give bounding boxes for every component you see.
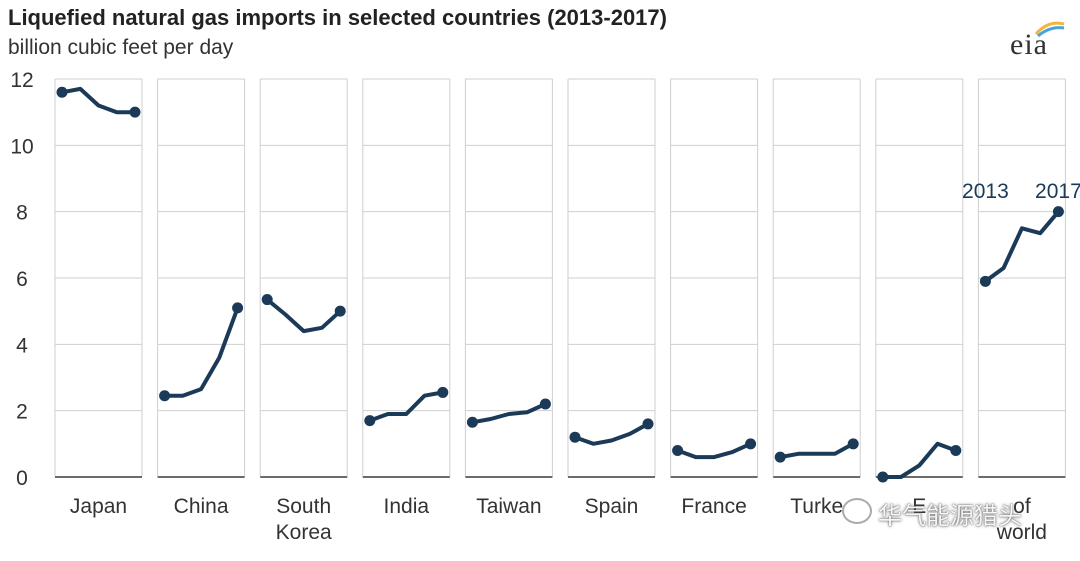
data-point-2-4 [334, 305, 346, 317]
data-point-5-4 [642, 418, 654, 430]
panel-label-7-0: Turke [790, 495, 843, 518]
data-point-1-4 [232, 302, 244, 314]
data-point-3-0 [364, 415, 376, 427]
data-point-8-4 [950, 444, 962, 456]
y-tick-label-1: 2 [16, 401, 28, 424]
panel-label-6-0: France [681, 495, 746, 518]
eia-logo: eia [1008, 18, 1068, 62]
data-point-6-4 [745, 438, 757, 450]
logo-arc-icon [1034, 21, 1065, 38]
series-line-0 [60, 86, 137, 115]
y-tick-label-0: 0 [16, 467, 28, 490]
series-line-4 [470, 402, 548, 425]
series-line-9 [983, 209, 1061, 284]
annotation-1: 2017 [1035, 180, 1080, 203]
logo-text: eia [1010, 28, 1048, 61]
data-point-4-4 [539, 398, 551, 410]
data-point-0-4 [129, 106, 141, 118]
data-point-0-0 [56, 86, 68, 98]
data-point-4-0 [466, 416, 478, 428]
panel-label-5-0: Spain [585, 495, 639, 518]
data-point-7-0 [774, 451, 786, 463]
panel-label-9-1: world [996, 521, 1047, 544]
series-line-7 [778, 441, 856, 460]
panel-label-1-0: China [174, 495, 229, 518]
panel-label-3-0: India [384, 495, 430, 518]
y-tick-label-5: 10 [10, 135, 33, 158]
panel-label-2-1: Korea [276, 521, 332, 544]
series-line-8 [880, 441, 958, 479]
annotation-0: 2013 [962, 180, 1009, 203]
series-line-5 [573, 421, 650, 446]
series-line-1 [162, 305, 240, 398]
data-point-6-0 [672, 444, 684, 456]
data-point-9-0 [979, 275, 991, 287]
series-line-2 [265, 297, 343, 334]
y-tick-label-3: 6 [16, 268, 28, 291]
y-tick-label-4: 8 [16, 202, 28, 225]
y-tick-label-6: 12 [10, 69, 33, 92]
panel-label-9-0: of [1013, 495, 1031, 518]
data-point-5-0 [569, 431, 581, 443]
data-point-3-4 [437, 386, 449, 398]
data-point-1-0 [159, 390, 171, 402]
chart-title: Liquefied natural gas imports in selecte… [8, 5, 667, 30]
series-line-3 [367, 390, 445, 423]
data-point-7-4 [847, 438, 859, 450]
y-tick-label-2: 4 [16, 334, 28, 357]
panel-label-8-0: E [912, 495, 926, 518]
data-point-2-0 [261, 294, 273, 306]
panel-label-2-0: South [276, 495, 331, 518]
panel-label-4-0: Taiwan [476, 495, 541, 518]
data-point-9-4 [1052, 206, 1064, 218]
panel-label-0-0: Japan [70, 495, 127, 518]
data-point-8-0 [877, 471, 889, 483]
series-line-6 [675, 441, 753, 460]
chart-subtitle: billion cubic feet per day [8, 36, 234, 59]
